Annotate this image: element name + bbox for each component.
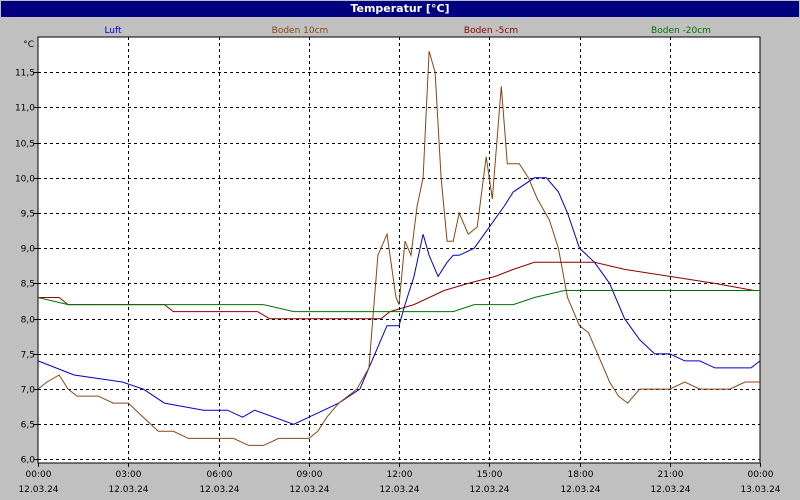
legend-entry: Boden -20cm [651,26,711,36]
x-tick-date: 12.03.24 [18,485,58,495]
series-line-boden-20cm [37,290,760,313]
x-tick-time: 00:00 [748,470,774,480]
y-tick-label: 6,5 [21,421,35,431]
x-tick-time: 21:00 [658,470,684,480]
x-tick-time: 18:00 [568,470,594,480]
x-tick-time: 03:00 [116,470,142,480]
x-tick-date: 12.03.24 [199,485,239,495]
axes: 6,0 6,5 7,0 7,5 8,0 8,5 9,0 9,5 10,0 10,5 11,0 11,5… [15,40,781,495]
y-tick-label: 11,0 [15,104,35,114]
x-tick-time: 12:00 [387,470,413,480]
x-tick-date: 12.03.24 [650,485,690,495]
y-tick-label: 9,5 [21,210,35,220]
x-tick-time: 15:00 [477,470,503,480]
x-tick-date: 12.03.24 [379,485,419,495]
y-unit-label: °C [23,40,34,50]
series-line-boden-10cm [37,50,760,446]
y-tick-label: 7,0 [21,386,36,396]
legend-entry: Boden 10cm [272,26,329,36]
y-tick-label: 10,5 [15,140,35,150]
grid [38,37,760,463]
legend-entry: Boden -5cm [464,26,518,36]
x-tick-time: 00:00 [26,470,52,480]
series-line-boden-5cm [38,261,760,320]
series-lines [37,50,761,446]
x-tick-time: 09:00 [297,470,323,480]
x-tick-date: 12.03.24 [289,485,329,495]
y-tick-label: 10,0 [15,175,35,185]
y-tick-label: 9,0 [21,245,36,255]
y-tick-label: 8,0 [21,316,36,326]
x-tick-date: 12.03.24 [108,485,148,495]
legend-entry: Luft [104,26,122,36]
series-line-luft [37,177,761,425]
x-tick-date: 13.03.24 [740,485,780,495]
y-tick-label: 6,0 [21,456,36,466]
x-tick-date: 12.03.24 [469,485,509,495]
y-tick-label: 11,5 [15,69,35,79]
x-tick-date: 12.03.24 [560,485,600,495]
y-tick-label: 7,5 [21,351,35,361]
chart-title: Temperatur [°C] [1,1,799,17]
x-tick-time: 06:00 [207,470,233,480]
y-tick-label: 8,5 [21,280,35,290]
legend: Luft Boden 10cm Boden -5cm Boden -20cm [104,26,711,36]
